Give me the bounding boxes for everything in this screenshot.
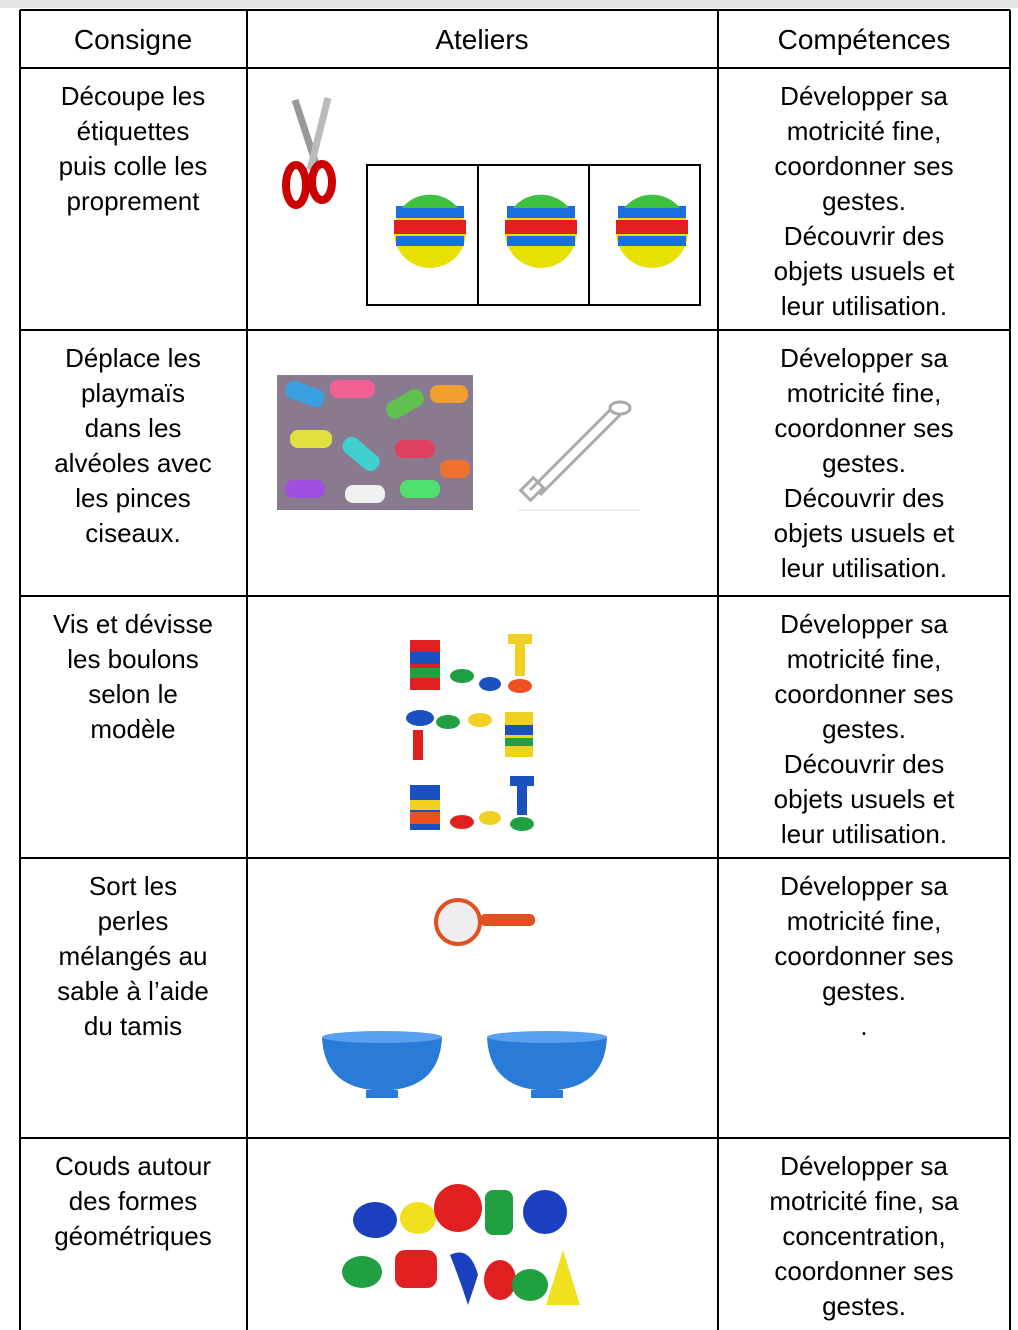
competence-text: motricité fine, [786, 644, 942, 674]
consigne-text: sable à l’aide [57, 976, 209, 1006]
consigne-text: proprement [66, 186, 200, 216]
competence-text: Découvrir des [783, 749, 945, 779]
competence-text: coordonner ses [774, 151, 954, 181]
scissors-image [282, 97, 336, 209]
consigne-text: puis colle les [58, 151, 208, 181]
competence-text: coordonner ses [774, 679, 954, 709]
bowl-images [322, 1031, 607, 1098]
competence-text: leur utilisation. [780, 291, 948, 321]
competence-text: objets usuels et [773, 518, 955, 548]
top-bar [0, 0, 1018, 8]
competence-text: coordonner ses [774, 413, 954, 443]
consigne-text: Sort les [88, 871, 178, 901]
consigne-text: étiquettes [76, 116, 190, 146]
competence-text: objets usuels et [773, 256, 955, 286]
competence-text: leur utilisation. [780, 553, 948, 583]
consigne-text: Déplace les [65, 343, 201, 373]
competence-text: motricité fine, sa [769, 1186, 959, 1216]
competence-text: gestes. [822, 186, 906, 216]
consigne-text: dans les [84, 413, 182, 443]
competence-text: . [860, 1011, 868, 1041]
competence-text: gestes. [822, 976, 906, 1006]
competence-text: concentration, [782, 1221, 946, 1251]
competence-text: leur utilisation. [780, 819, 948, 849]
ball-images [394, 194, 688, 268]
playmais-image [277, 375, 473, 510]
table-grid [19, 9, 1011, 1330]
consigne-text: selon le [88, 679, 178, 709]
consigne-text: modèle [90, 714, 176, 744]
competence-text: coordonner ses [774, 1256, 954, 1286]
consigne-text: du tamis [83, 1011, 183, 1041]
consigne-text: géométriques [54, 1221, 212, 1251]
competence-text: motricité fine, [786, 906, 942, 936]
competence-text: objets usuels et [773, 784, 955, 814]
competence-text: Développer sa [780, 1151, 948, 1181]
consigne-text: les boulons [67, 644, 199, 674]
competence-text: gestes. [822, 714, 906, 744]
competence-text: motricité fine, [786, 116, 942, 146]
bolts-image [406, 634, 534, 831]
tongs-image [518, 400, 640, 511]
sewing-shapes-image [342, 1184, 580, 1305]
competence-text: Découvrir des [783, 221, 945, 251]
consigne-text: les pinces [75, 483, 191, 513]
competence-text: Développer sa [780, 871, 948, 901]
consigne-text: Couds autour [54, 1151, 212, 1181]
competence-text: gestes. [822, 1291, 906, 1321]
competence-text: coordonner ses [774, 941, 954, 971]
competence-text: motricité fine, [786, 378, 942, 408]
competence-text: Développer sa [780, 81, 948, 111]
consigne-text: alvéoles avec [54, 448, 212, 478]
consigne-text: des formes [68, 1186, 198, 1216]
competence-text: gestes. [822, 448, 906, 478]
column-header: Compétences [777, 24, 951, 55]
consigne-text: mélangés au [58, 941, 208, 971]
competence-text: Développer sa [780, 343, 948, 373]
column-header: Ateliers [435, 24, 529, 55]
competence-text: Développer sa [780, 609, 948, 639]
column-header: Consigne [73, 24, 193, 55]
competence-text: Découvrir des [783, 483, 945, 513]
consigne-text: ciseaux. [85, 518, 181, 548]
consigne-text: perles [97, 906, 169, 936]
sieve-image [434, 898, 535, 946]
consigne-text: Vis et dévisse [53, 609, 213, 639]
consigne-text: playmaïs [80, 378, 186, 408]
consigne-text: Découpe les [60, 81, 206, 111]
